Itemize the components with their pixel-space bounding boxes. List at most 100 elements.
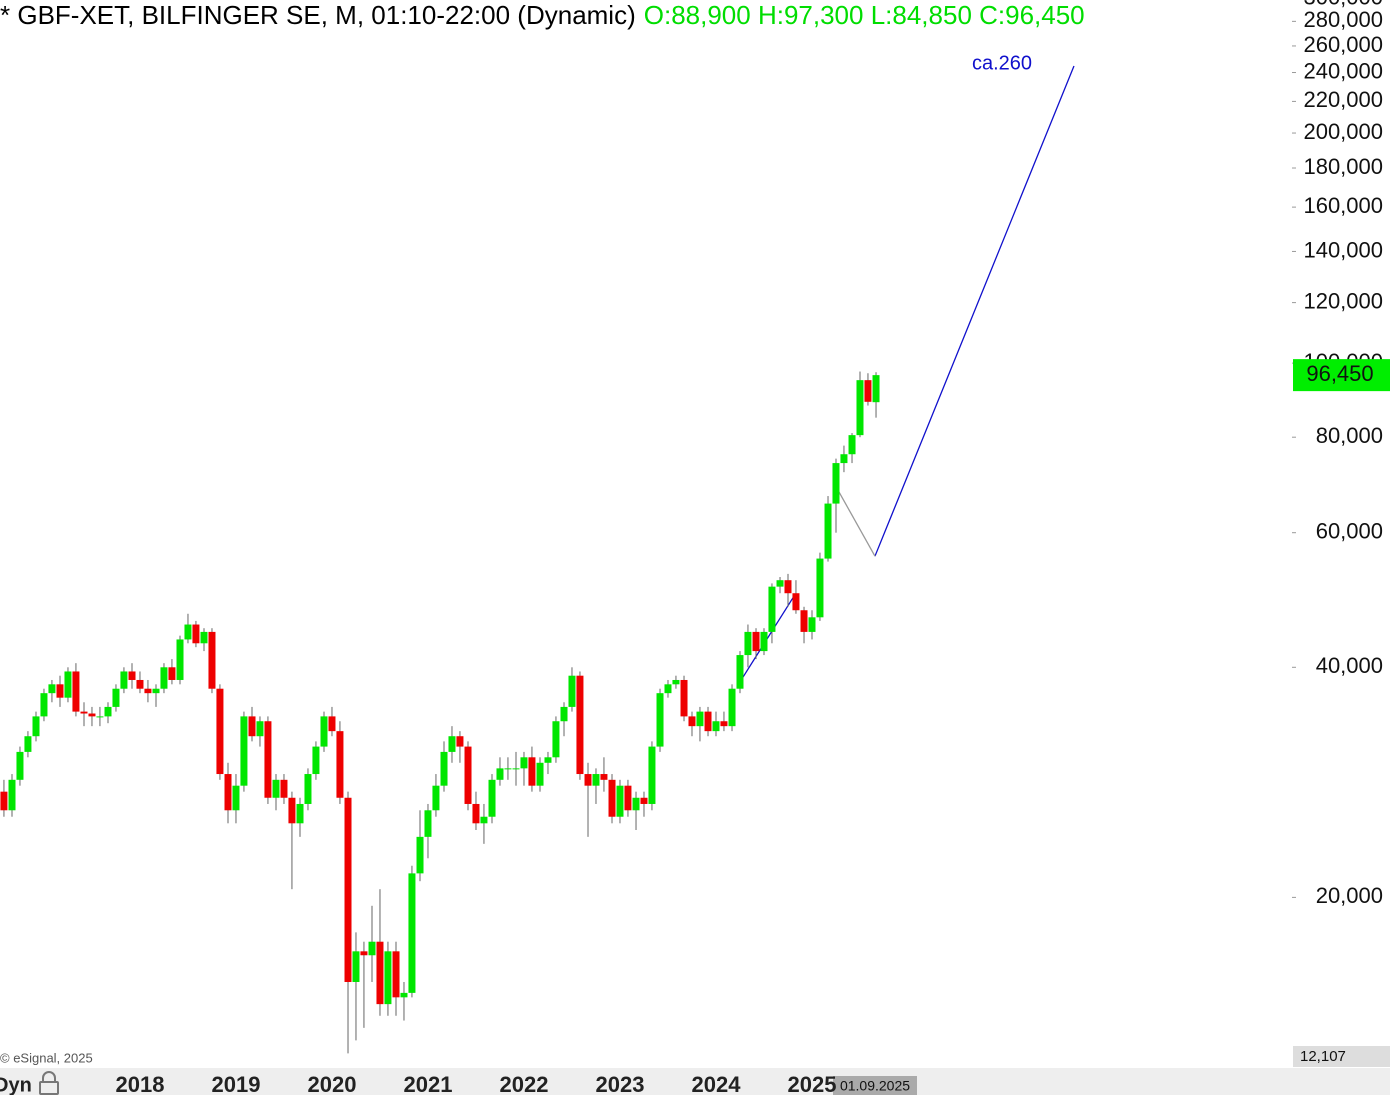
candle-body [392,951,400,998]
time-axis-bar [0,1068,1390,1095]
mode-label[interactable]: Dyn [0,1074,32,1095]
candle-body [384,951,392,1005]
candle-body [728,688,736,727]
candle-body [272,779,280,798]
y-tick-label: 260,000 [1303,32,1383,57]
y-tick-label: 80,000 [1316,423,1383,448]
candle-body [768,586,776,632]
candle-body [200,631,208,644]
x-tick-label: 2023 [596,1072,645,1095]
candle-body [152,688,160,694]
candle-body [16,751,24,780]
candle-body [112,688,120,707]
y-tick-label: 240,000 [1303,58,1383,83]
candle-body [136,679,144,689]
candle-body [520,757,528,769]
candle-body [168,667,176,680]
candle-body [600,774,608,780]
candle-body [792,593,800,611]
candle-body [776,580,784,587]
candle-body [488,779,496,817]
last-price-box [1293,359,1390,392]
candle-body [440,751,448,786]
annotation-text: ca.260 [972,52,1032,74]
candle-body [40,693,48,717]
candle-body [104,706,112,717]
y-tick-label: 300,000 [1303,0,1383,9]
candle-body [616,785,624,817]
candle-body [832,463,840,504]
candle-body [224,774,232,811]
candle-body [576,675,584,775]
x-tick-label: 2018 [115,1072,164,1095]
candle-body [184,624,192,640]
candle-body [640,797,648,804]
candle-body [0,791,8,811]
candle-body [336,731,344,798]
y-tick-label: 40,000 [1316,653,1383,678]
candle-body [472,803,480,824]
candle-body [400,992,408,998]
candle-body [8,779,16,811]
crosshair-date: 01.09.2025 [840,1078,910,1094]
candle-body [632,797,640,811]
lock-icon[interactable] [39,1071,59,1095]
candle-body [432,785,440,811]
y-tick-label: 140,000 [1303,237,1383,262]
candle-body [840,454,848,464]
trend-line [837,489,876,557]
crosshair-date-box [833,1076,917,1095]
candle-body [720,721,728,727]
x-tick-label: 2019 [211,1072,260,1095]
candle-body [88,713,96,717]
candle-body [280,779,288,798]
candle-body [24,736,32,752]
candle-body [376,941,384,1005]
ohlc-readout: O:88,900 H:97,300 L:84,850 C:96,450 [644,0,1085,30]
candle-body [480,816,488,824]
candle-body [344,797,352,982]
y-tick-label: 160,000 [1303,193,1383,218]
price-axis: 12,10720,00040,00060,00080,000100,000120… [1292,0,1390,1068]
y-tick-label: 220,000 [1303,87,1383,112]
candle-body [424,810,432,837]
candle-body [568,675,576,707]
candle-body [160,667,168,689]
candle-body [232,785,240,811]
y-tick-label: 180,000 [1303,154,1383,179]
candle-body [464,746,472,804]
candle-body [680,679,688,717]
candle-body [504,768,512,770]
y-tick-label: 60,000 [1316,519,1383,544]
candle-body [240,716,248,786]
candle-body [120,671,128,689]
last-price-label: 96,450 [1306,361,1373,386]
candle-body [800,610,808,632]
candle-body [176,639,184,680]
candle-body [808,617,816,632]
candle-body [552,721,560,758]
candle-body [584,774,592,786]
candle-body [496,768,504,780]
candle-body [208,631,216,689]
candle-body [608,779,616,817]
chart-title: * GBF-XET, BILFINGER SE, M, 01:10-22:00 … [0,0,636,30]
candle-body [328,716,336,732]
y-tick-label: 20,000 [1316,883,1383,908]
candle-body [256,721,264,737]
candle-body [128,671,136,680]
candle-body [368,941,376,956]
x-tick-label: 2021 [404,1072,453,1095]
candle-body [360,951,368,956]
candle-body [848,435,856,455]
candle-body [144,688,152,694]
candle-body [288,797,296,824]
plot-area [0,65,1075,1054]
trend-line [874,65,1075,557]
candle-body [304,774,312,804]
candle-body [816,558,824,618]
candle-body [192,624,200,644]
candle-body [64,671,72,698]
y-tick-label: 12,107 [1300,1048,1346,1065]
